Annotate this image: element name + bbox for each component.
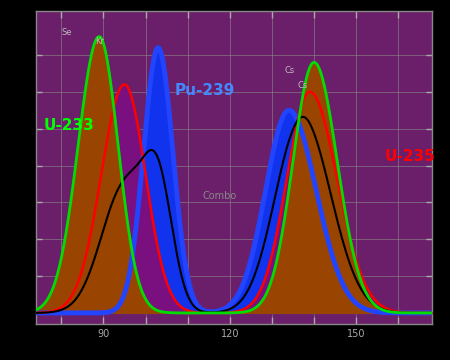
Text: Se: Se: [61, 28, 72, 37]
Text: U-233: U-233: [44, 118, 94, 133]
Text: Cs: Cs: [284, 67, 295, 76]
Text: Pu-239: Pu-239: [175, 84, 235, 98]
Text: U-235: U-235: [384, 149, 435, 164]
Text: Combo: Combo: [202, 191, 237, 201]
Text: Cs: Cs: [297, 81, 307, 90]
Text: Kr: Kr: [95, 37, 104, 46]
